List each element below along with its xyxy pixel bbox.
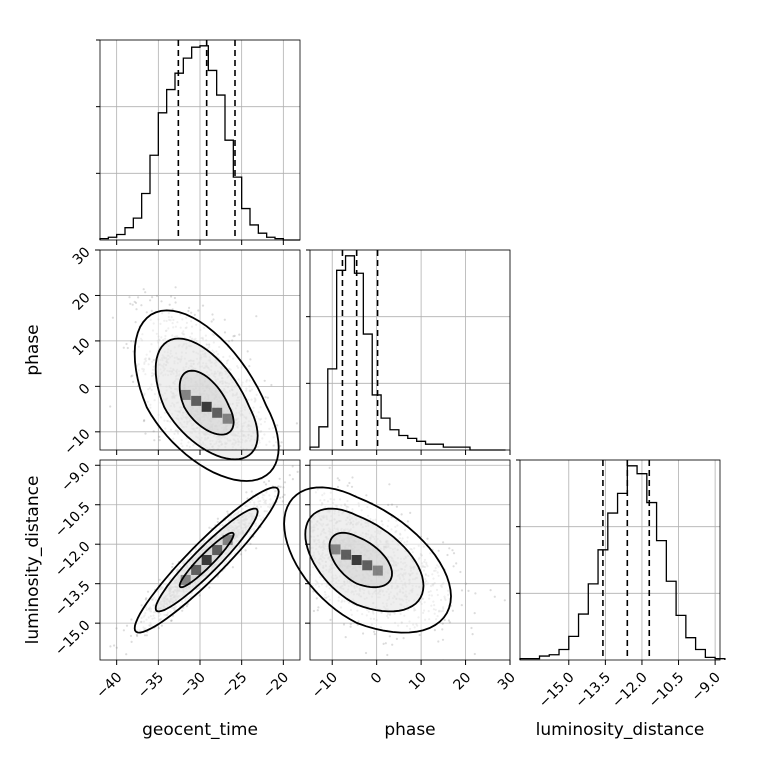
x-tick-label: −9.0 bbox=[689, 670, 724, 705]
y-tick-label: −9.0 bbox=[58, 460, 93, 495]
density-cell bbox=[372, 565, 383, 576]
x-tick-label: −10 bbox=[309, 670, 341, 702]
x-tick-label: −15.0 bbox=[536, 670, 578, 712]
x-tick-label: 30 bbox=[495, 670, 519, 694]
y-tick-label: 0 bbox=[76, 381, 94, 399]
y-tick-label: −10.5 bbox=[52, 499, 94, 541]
contour-line bbox=[133, 486, 280, 634]
density-cell bbox=[201, 555, 212, 565]
density-cell bbox=[351, 555, 362, 565]
density-cell bbox=[191, 395, 202, 406]
x-tick-label: 10 bbox=[406, 670, 430, 694]
contour-line bbox=[178, 369, 235, 436]
contour-lines bbox=[133, 309, 452, 634]
y-tick-label: 20 bbox=[70, 290, 94, 314]
x-tick-label: −10.5 bbox=[646, 670, 688, 712]
density-cell bbox=[362, 560, 373, 571]
x-tick-label: 0 bbox=[368, 670, 386, 688]
x-tick-label: −20 bbox=[260, 670, 292, 702]
x-tick-label: −12.0 bbox=[609, 670, 651, 712]
density-cells bbox=[134, 310, 451, 633]
xlabel-luminosity-distance: luminosity_distance bbox=[536, 720, 705, 740]
density-cell bbox=[201, 401, 212, 412]
density-cell bbox=[180, 574, 191, 585]
ylabel-luminosity-distance: luminosity_distance bbox=[23, 476, 43, 645]
density-cell bbox=[191, 564, 202, 575]
density-cell bbox=[341, 549, 352, 560]
histogram-phase bbox=[309, 255, 506, 451]
x-tick-label: 20 bbox=[450, 670, 474, 694]
contour-line bbox=[283, 486, 452, 634]
density-cell bbox=[222, 413, 233, 424]
x-tick-label: −13.5 bbox=[573, 670, 615, 712]
y-tick-label: −15.0 bbox=[52, 618, 94, 660]
density-region bbox=[134, 310, 279, 481]
histogram-geocent_time bbox=[99, 45, 300, 241]
xlabel-geocent-time: geocent_time bbox=[142, 720, 258, 740]
y-tick-label: 30 bbox=[70, 244, 94, 268]
y-tick-label: −12.0 bbox=[52, 539, 94, 581]
histograms bbox=[99, 40, 726, 660]
x-tick-label: −25 bbox=[218, 670, 250, 702]
density-cell bbox=[212, 545, 223, 556]
contour-line bbox=[154, 507, 259, 613]
tick-marks bbox=[95, 39, 716, 665]
density-cell bbox=[212, 407, 223, 418]
contour-line bbox=[154, 337, 259, 461]
density-cell bbox=[222, 535, 233, 546]
x-tick-label: −30 bbox=[177, 670, 209, 702]
ylabel-phase: phase bbox=[23, 324, 43, 375]
axis-labels: geocent_time phase luminosity_distancephas… bbox=[23, 324, 704, 740]
x-tick-label: −40 bbox=[93, 670, 125, 702]
density-region bbox=[284, 487, 451, 633]
contour-line bbox=[178, 531, 235, 589]
y-tick-label: −10 bbox=[61, 426, 93, 458]
density-cell bbox=[330, 544, 341, 555]
density-cell bbox=[180, 389, 191, 400]
panel-frame bbox=[309, 249, 511, 451]
panel-frame bbox=[309, 459, 511, 661]
x-tick-label: −35 bbox=[135, 670, 167, 702]
histogram-luminosity_distance bbox=[519, 465, 726, 660]
y-tick-label: 10 bbox=[70, 335, 94, 359]
contour-line bbox=[304, 507, 425, 613]
xlabel-phase: phase bbox=[384, 720, 435, 740]
panel-frame bbox=[519, 459, 721, 661]
y-tick-label: −13.5 bbox=[52, 578, 94, 620]
contour-line bbox=[133, 309, 280, 482]
contour-line bbox=[328, 531, 393, 589]
